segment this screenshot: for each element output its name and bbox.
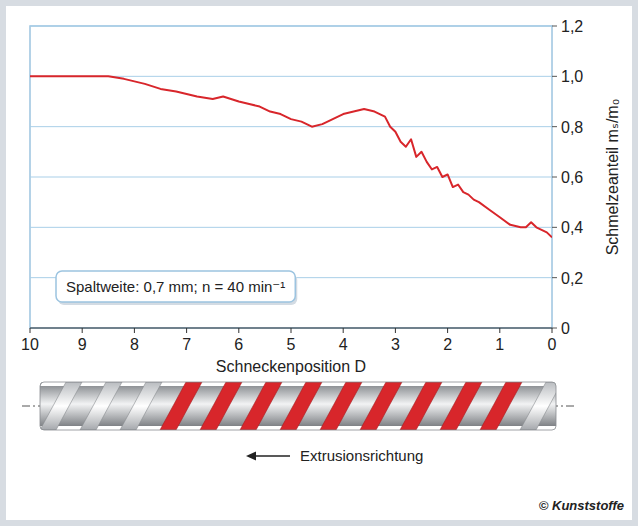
y-tick-label: 0,4 [561,219,583,236]
x-tick-label: 4 [339,336,348,353]
direction-arrow [252,455,290,457]
x-tick-label: 6 [234,336,243,353]
screw [40,382,556,430]
data-line [30,76,552,237]
y-tick [552,277,557,278]
y-tick [552,177,557,178]
screw-flight [440,382,482,430]
x-tick [238,328,239,333]
x-tick-label: 7 [182,336,191,353]
screw-flight [520,382,556,430]
y-tick-label: 0 [561,320,570,337]
x-tick-label: 0 [548,336,557,353]
x-tick [30,328,31,333]
y-tick-label: 0,2 [561,270,583,287]
grid-line [30,177,552,178]
screw-flight [120,382,162,430]
plot-frame [30,26,552,328]
x-tick [82,328,83,333]
annotation-box [56,271,295,302]
screw-flight [400,382,442,430]
x-tick [447,328,448,333]
y-axis-title: Schmelzeanteil mₛ/m₀ [604,99,621,256]
screw-flight [320,382,362,430]
screw-flight [240,382,282,430]
screw-flight [480,382,522,430]
direction-arrowhead [246,452,256,461]
x-tick [552,328,553,333]
x-tick [499,328,500,333]
screw-flight [80,382,122,430]
screw-flight [40,382,82,430]
chart-root: 00,20,40,60,81,01,2109876543210Schnecken… [0,0,638,526]
screw-flight [200,382,242,430]
y-tick-label: 0,6 [561,169,583,186]
x-tick [134,328,135,333]
screw-flight [280,382,322,430]
plot-marks [30,76,552,237]
y-tick-label: 1,2 [561,18,583,35]
x-tick-label: 8 [130,336,139,353]
direction-label: Extrusionsrichtung [300,447,423,464]
x-tick [291,328,292,333]
screw-flight [360,382,402,430]
y-tick [552,76,557,77]
x-tick-label: 3 [391,336,400,353]
grid-line [30,227,552,228]
x-tick [343,328,344,333]
x-tick-label: 1 [495,336,504,353]
y-tick [552,328,557,329]
page-border [0,0,638,526]
screw-flight [160,382,202,430]
x-tick-label: 5 [287,336,296,353]
y-tick-label: 1,0 [561,68,583,85]
y-tick [552,26,557,27]
x-axis-title: Schneckenposition D [216,358,366,375]
x-tick [395,328,396,333]
x-tick [186,328,187,333]
annotation-text: Spaltweite: 0,7 mm; n = 40 min⁻¹ [66,278,285,295]
page-panel [6,6,632,520]
x-tick-label: 9 [78,336,87,353]
y-tick [552,227,557,228]
grid-line [30,126,552,127]
y-tick [552,126,557,127]
grid-line [30,26,552,27]
x-tick-label: 10 [21,336,39,353]
screw-outline [40,382,556,430]
y-tick-label: 0,8 [561,119,583,136]
x-tick-label: 2 [443,336,452,353]
credit: © Kunststoffe [539,498,624,513]
